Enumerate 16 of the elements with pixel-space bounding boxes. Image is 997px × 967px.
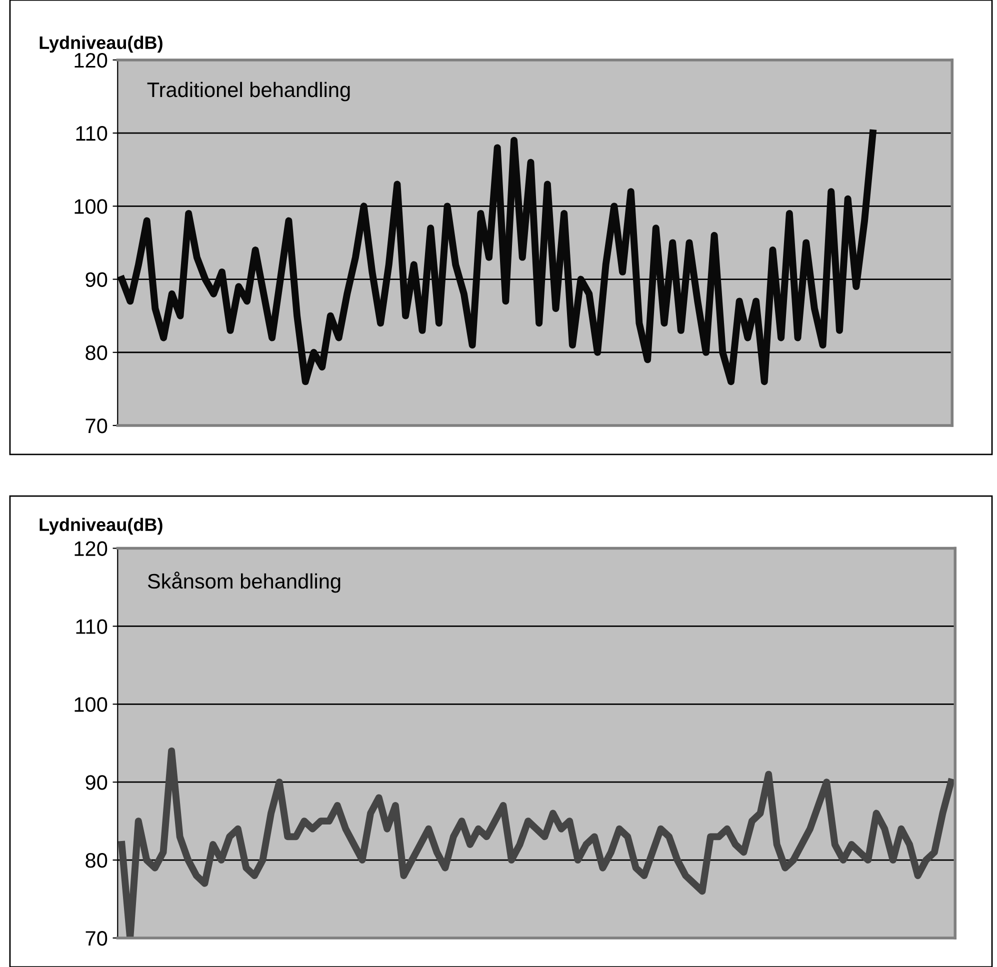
y-axis-title: Lydniveau(dB) xyxy=(40,518,162,535)
y-tick-label: 110 xyxy=(76,126,108,141)
annotation: Traditionel behandling xyxy=(147,82,350,102)
y-tick-label: 100 xyxy=(74,697,108,712)
y-tick-label: 80 xyxy=(86,345,108,360)
y-tick-label: 90 xyxy=(86,272,108,288)
y-tick-label: 70 xyxy=(86,930,108,946)
y-tick-label: 100 xyxy=(74,199,108,214)
y-tick-label: 120 xyxy=(74,52,108,68)
y-tick-label: 80 xyxy=(86,853,108,868)
y-axis-title: Lydniveau(dB) xyxy=(40,36,162,53)
y-tick-label: 70 xyxy=(86,418,108,434)
y-tick-label: 110 xyxy=(76,619,108,634)
annotation: Skånsom behandling xyxy=(148,572,340,593)
y-tick-label: 90 xyxy=(86,775,108,790)
y-tick-label: 120 xyxy=(74,541,108,556)
